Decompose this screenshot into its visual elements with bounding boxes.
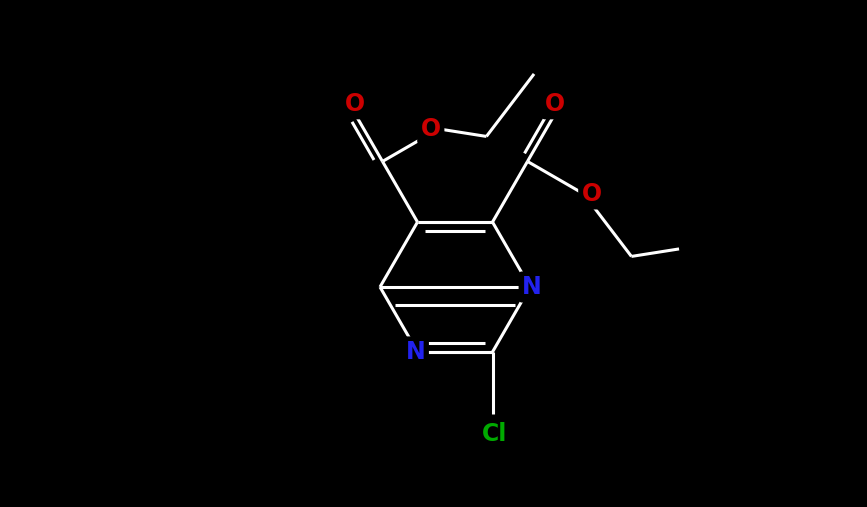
Text: Cl: Cl (482, 422, 507, 446)
Text: O: O (345, 92, 365, 116)
Text: O: O (545, 92, 565, 116)
Text: N: N (522, 275, 542, 299)
Text: O: O (582, 182, 602, 206)
Text: O: O (420, 117, 440, 141)
Text: N: N (406, 340, 426, 364)
